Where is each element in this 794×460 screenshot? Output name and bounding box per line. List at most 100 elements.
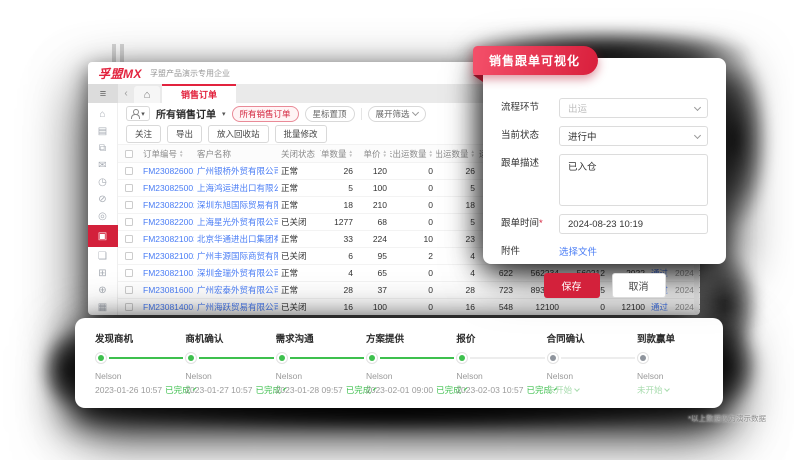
checkbox[interactable]: [125, 184, 133, 192]
checkbox[interactable]: [125, 218, 133, 226]
description-textarea[interactable]: 已入仓: [559, 154, 708, 206]
customer-link[interactable]: 广州丰源国际商贸有限公司: [197, 251, 278, 261]
timeline-step-label: 商机确认: [185, 334, 224, 345]
sidebar-compass-icon[interactable]: ⊘: [90, 192, 116, 208]
cell: 0: [428, 200, 433, 210]
timeline-step-status[interactable]: 已完成: [345, 385, 372, 395]
cell: 1277: [334, 217, 353, 227]
expand-filter-button[interactable]: 展开筛选: [367, 105, 426, 122]
column-header[interactable]: 订单编号 ▲ ▼: [140, 148, 194, 160]
view-title[interactable]: 所有销售订单: [156, 110, 216, 121]
cancel-button[interactable]: 取消: [611, 273, 666, 298]
cell: 2: [428, 251, 433, 261]
filter-pill-starred[interactable]: 星标置顶: [304, 105, 355, 122]
sidebar-orders-icon[interactable]: ▣: [88, 225, 118, 248]
sort-icon[interactable]: ▲ ▼: [428, 149, 433, 158]
sidebar-user-circle-icon[interactable]: ◎: [90, 209, 116, 225]
column-header[interactable]: 单价 ▲ ▼: [356, 148, 390, 160]
tab-scroll-left-button[interactable]: ‹: [124, 88, 128, 99]
cell: 正常: [281, 183, 299, 193]
customer-link[interactable]: 广州海跃贸易有限公司: [197, 302, 278, 312]
column-header[interactable]: 未出运数量▲▼: [390, 148, 436, 160]
background-window-fragment: [112, 44, 116, 62]
status-select[interactable]: 进行中: [559, 126, 708, 146]
order-number-link[interactable]: FM230814001: [143, 302, 194, 312]
order-number-link[interactable]: FM230826001: [143, 166, 194, 176]
caret-down-icon[interactable]: ▾: [222, 110, 226, 118]
choose-file-link[interactable]: 选择文件: [559, 247, 598, 258]
cell: 已关闭: [281, 302, 307, 312]
follow-button[interactable]: 关注: [126, 125, 162, 143]
checkbox[interactable]: [125, 303, 133, 311]
menu-collapse-button[interactable]: ≡: [88, 84, 118, 103]
view-toolbar: ▾ 所有销售订单 ▾ 所有销售订单 星标置顶 展开筛选: [118, 103, 700, 124]
recycle-bin-button[interactable]: 放入回收站: [208, 125, 269, 143]
sort-icon[interactable]: ▲ ▼: [179, 149, 184, 158]
table-row[interactable]: FM230822001 上海星光外贸有限公司 已关闭 1277 68 0 5: [118, 214, 700, 231]
sidebar-truck-icon[interactable]: ⊞: [90, 265, 116, 281]
filter-pill-all-orders[interactable]: 所有销售订单: [231, 105, 299, 122]
customer-link[interactable]: 广州银桥外贸有限公司: [197, 166, 278, 176]
checkbox[interactable]: [125, 167, 133, 175]
checkbox[interactable]: [125, 149, 133, 158]
checkbox[interactable]: [125, 201, 133, 209]
batch-edit-button[interactable]: 批量修改: [274, 125, 327, 143]
sidebar-home-icon[interactable]: ⌂: [90, 107, 116, 123]
sidebar-ledger-icon[interactable]: ▦: [90, 299, 116, 315]
cell: 28: [465, 285, 475, 295]
column-header[interactable]: 订单数量▲▼: [320, 148, 356, 160]
process-select[interactable]: 出运: [559, 98, 708, 118]
timeline-step-status[interactable]: 已完成: [436, 385, 462, 395]
customer-link[interactable]: 北京华通进出口集团有限公司: [197, 234, 278, 244]
view-owner-filter[interactable]: ▾: [126, 106, 150, 121]
customer-link[interactable]: 广州宏泰外贸有限公司: [197, 285, 278, 295]
checkbox[interactable]: [125, 252, 133, 260]
sidebar-contacts-icon[interactable]: ▤: [90, 124, 116, 140]
column-header[interactable]: 已出运数量▲▼: [436, 148, 478, 160]
order-number-link[interactable]: FM230821002: [143, 251, 194, 261]
required-asterisk: *: [539, 218, 543, 229]
sort-icon[interactable]: ▲ ▼: [348, 149, 353, 158]
checkbox[interactable]: [125, 235, 133, 243]
column-header-label: 订单编号: [143, 148, 178, 159]
customer-link[interactable]: 深圳金瑞外贸有限公司: [197, 268, 278, 278]
order-number-link[interactable]: FM230822001: [143, 217, 194, 227]
timeline-step: 方案提供 Nelson 2023-02-01 09:00 已完成: [365, 331, 467, 396]
sidebar-clock-icon[interactable]: ◷: [90, 175, 116, 191]
sort-icon[interactable]: ▲ ▼: [470, 149, 475, 158]
tab-sales-orders[interactable]: 销售订单: [162, 84, 236, 103]
approval-pass-link[interactable]: 通过: [651, 302, 669, 312]
save-button[interactable]: 保存: [543, 273, 600, 298]
timeline-step-status[interactable]: 已完成: [255, 385, 281, 395]
sidebar-globe-icon[interactable]: ⊕: [90, 282, 116, 298]
table-row[interactable]: FM230821003北京华通进出口集团有限公司正常 33 224 10 23: [118, 231, 700, 248]
customer-link[interactable]: 上海星光外贸有限公司: [197, 217, 278, 227]
order-number-link[interactable]: FM230825001: [143, 183, 194, 193]
order-number-link[interactable]: FM230821003: [143, 234, 194, 244]
home-tab[interactable]: ⌂: [134, 86, 160, 103]
table-row[interactable]: FM230814001 广州海跃贸易有限公司 已关闭 16 100 0 16 548 12100…: [118, 299, 700, 315]
timeline-step-status[interactable]: 未开始: [636, 385, 663, 395]
cell: 26: [343, 166, 353, 176]
checkbox[interactable]: [125, 269, 133, 277]
order-number-link[interactable]: FM230822002: [143, 200, 194, 210]
timeline-step-meta: 2023-01-26 10:57 已完成: [95, 384, 196, 396]
cell: 0: [428, 285, 433, 295]
timeline-step-owner: Nelson: [456, 371, 483, 381]
timeline-step-status[interactable]: 未开始: [546, 385, 573, 395]
time-input[interactable]: 2024-08-23 10:19: [559, 214, 708, 234]
timeline-step-status[interactable]: 已完成: [526, 385, 552, 395]
order-number-link[interactable]: FM230816001: [143, 285, 194, 295]
sort-icon[interactable]: ▲ ▼: [382, 149, 387, 158]
customer-link[interactable]: 上海鸿运进出口有限公司: [197, 183, 278, 193]
order-number-link[interactable]: FM230821001: [143, 268, 194, 278]
export-button[interactable]: 导出: [167, 125, 203, 143]
sidebar-org-chart-icon[interactable]: ⧉: [90, 141, 116, 157]
sidebar-document-icon[interactable]: ❏: [90, 248, 116, 264]
sales-process-timeline-panel: 发现商机 Nelson 2023-01-26 10:57 已完成 商机确认 Nelson 2…: [75, 318, 723, 408]
sidebar-mail-icon[interactable]: ✉: [90, 158, 116, 174]
checkbox[interactable]: [125, 286, 133, 294]
customer-link[interactable]: 深圳东旭国际贸易有限公司: [197, 200, 278, 210]
timeline-step-status[interactable]: 已完成: [165, 385, 191, 395]
cell: 100: [372, 302, 387, 312]
